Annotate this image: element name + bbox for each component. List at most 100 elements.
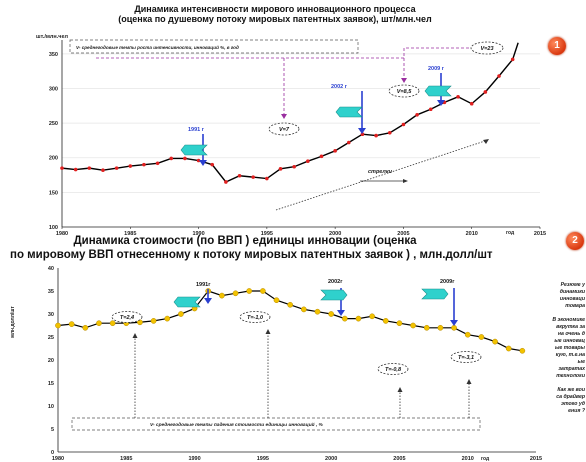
chart1-xtick: 1985 bbox=[124, 231, 136, 237]
chart1-xtick: 1995 bbox=[261, 231, 273, 237]
chart2-dotted-head bbox=[466, 379, 472, 384]
chart1-point bbox=[196, 158, 201, 163]
chart1-v-label-label: V=7 bbox=[279, 127, 290, 133]
chart1-title: Динамика интенсивности мирового инноваци… bbox=[100, 4, 450, 24]
chart2-ylabel: млн.долл/шт bbox=[10, 306, 16, 338]
side-text-line: ения ? bbox=[568, 408, 585, 414]
chart2-ytick: 30 bbox=[48, 312, 54, 318]
chart2-point bbox=[232, 290, 239, 297]
chart2-title: Динамика стоимости (по ВВП ) единицы инн… bbox=[10, 234, 493, 262]
chart1-connector-head bbox=[281, 114, 287, 119]
chart1-v-label-label: V=23 bbox=[481, 46, 494, 52]
chart1-ytick: 150 bbox=[49, 190, 58, 196]
chart1-flag bbox=[335, 106, 363, 118]
chart2-point bbox=[478, 334, 485, 340]
chart2-xlabel: год bbox=[481, 456, 490, 462]
chart2-xtick: 2010 bbox=[462, 456, 474, 462]
chart1-point bbox=[210, 162, 215, 167]
chart1-point bbox=[87, 166, 92, 170]
chart2-point bbox=[82, 324, 89, 331]
side-text-line: Как же вои bbox=[557, 387, 585, 393]
chart1-xtick: 2000 bbox=[329, 231, 341, 237]
chart1-point bbox=[128, 164, 133, 168]
chart2-flag bbox=[320, 289, 348, 301]
chart2-point bbox=[423, 324, 430, 331]
side-text-line: В экономике bbox=[552, 317, 585, 323]
chart1-xtick: 1980 bbox=[56, 231, 68, 237]
chart2-point bbox=[437, 324, 444, 331]
chart2-ytick: 5 bbox=[51, 427, 54, 433]
chart2-year-label: 2002г bbox=[328, 279, 343, 285]
chart2-t-label bbox=[450, 351, 482, 363]
side-text-line: технологи bbox=[556, 373, 585, 379]
chart1-point bbox=[251, 175, 255, 179]
chart1-point bbox=[415, 113, 419, 117]
chart1-ytick: 100 bbox=[49, 225, 58, 231]
chart1-point bbox=[497, 74, 501, 78]
chart1-point bbox=[483, 90, 488, 94]
chart2-ytick: 20 bbox=[48, 358, 54, 364]
chart1-trend-label: стрелки bbox=[368, 169, 393, 175]
chart2-point bbox=[492, 338, 498, 345]
chart2-xtick: 1980 bbox=[52, 456, 64, 462]
chart2-dotted-head bbox=[265, 329, 271, 334]
chart1-series-line bbox=[61, 42, 519, 183]
chart2-flag bbox=[421, 288, 449, 300]
chart1-ytick: 300 bbox=[49, 86, 58, 92]
chart2-flag bbox=[173, 296, 201, 308]
side-text-line: кую, т.е.на bbox=[555, 352, 585, 358]
chart2-xtick: 2015 bbox=[530, 456, 542, 462]
chart2-title-line2: по мировому ВВП отнесенному к потоку мир… bbox=[10, 249, 493, 261]
chart1-flag bbox=[180, 144, 208, 156]
chart1-point bbox=[401, 122, 406, 127]
chart2-year-arrow-head bbox=[204, 298, 212, 304]
chart1-point bbox=[142, 162, 146, 167]
chart1-ylabel: шт./млн.чел bbox=[36, 34, 69, 40]
chart1-point bbox=[224, 180, 228, 184]
chart1-point bbox=[73, 167, 78, 172]
chart1-point bbox=[306, 159, 310, 164]
chart1-point bbox=[265, 176, 269, 181]
chart1-year-label: 1991 г bbox=[188, 127, 205, 133]
chart2-point bbox=[396, 320, 403, 327]
chart2-point bbox=[68, 321, 75, 327]
side-text-line: ые инновац bbox=[554, 338, 585, 344]
chart1-point bbox=[456, 94, 460, 99]
chart2-point bbox=[369, 313, 375, 320]
chart1-year-arrow-head bbox=[199, 160, 207, 166]
chart2-point bbox=[178, 311, 184, 317]
chart1-point bbox=[60, 166, 64, 170]
chart2-ytick: 35 bbox=[48, 289, 54, 295]
side-text-line: товара bbox=[565, 303, 585, 309]
chart2-point bbox=[328, 311, 334, 317]
chart2-xtick: 1995 bbox=[257, 456, 269, 462]
side-text-line: на очень д bbox=[557, 331, 585, 337]
side-text-line: инноваци bbox=[559, 296, 585, 302]
chart2-ytick: 10 bbox=[48, 404, 54, 410]
chart1-xtick: 2005 bbox=[397, 231, 409, 237]
chart1-v-label bbox=[268, 122, 300, 136]
chart1-point bbox=[428, 107, 433, 112]
chart1-point bbox=[319, 154, 324, 159]
chart1-point bbox=[237, 173, 242, 178]
chart1-point bbox=[155, 161, 160, 166]
chart2-t-label-label: T=2,4 bbox=[120, 315, 134, 321]
chart1-year-label: 2002 г bbox=[331, 84, 348, 90]
chart2-year-arrow-head bbox=[337, 310, 345, 316]
chart2-t-label bbox=[377, 363, 409, 375]
chart2-ytick: 0 bbox=[51, 450, 54, 456]
chart1-year-arrow-head bbox=[358, 128, 366, 134]
chart1-trend-arrow bbox=[275, 139, 489, 211]
chart2-year-arrow-head bbox=[450, 320, 458, 326]
chart2-year-label: 1991г bbox=[196, 282, 211, 288]
chart2-t-label-label: T=-1,0 bbox=[247, 315, 263, 321]
chart2-point bbox=[150, 318, 157, 324]
chart1-year-label: 2009 г bbox=[428, 66, 445, 72]
chart2-dotted-head bbox=[132, 333, 138, 338]
chart1-v-label bbox=[470, 41, 504, 55]
side-text-line: Резюме у bbox=[560, 282, 585, 288]
chart2-ytick: 15 bbox=[48, 381, 54, 387]
chart2-point bbox=[246, 288, 253, 294]
chart2-point bbox=[109, 320, 116, 327]
